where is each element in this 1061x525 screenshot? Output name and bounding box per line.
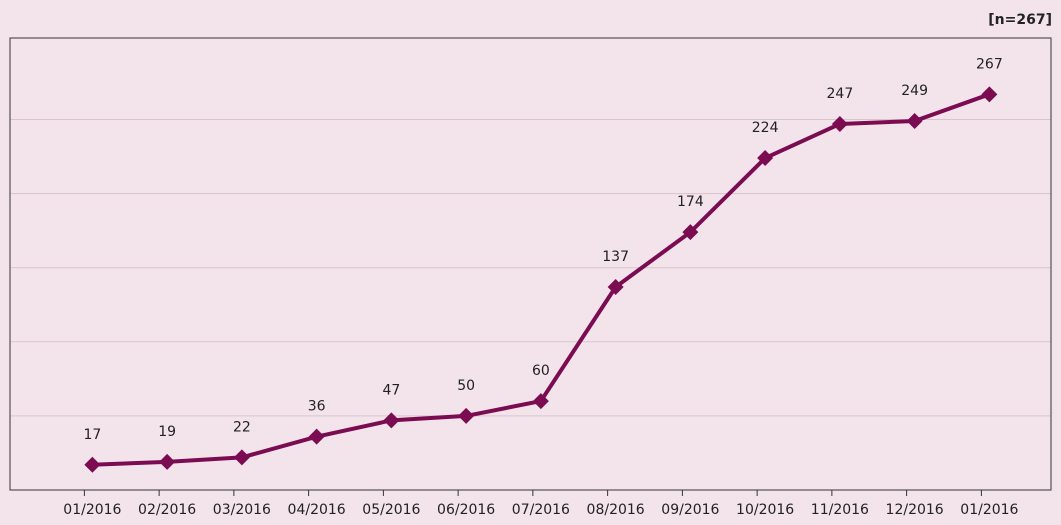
x-tick-label: 11/2016 [811,502,869,518]
x-tick-label: 02/2016 [138,502,196,518]
plot-frame [9,37,1052,491]
x-tick-label: 01/2016 [63,502,121,518]
x-tick-label: 03/2016 [213,502,271,518]
data-label: 36 [308,399,326,415]
marker [532,393,549,410]
data-label: 50 [457,378,475,394]
marker [757,150,774,167]
marker [308,428,325,445]
x-tick-label: 04/2016 [288,502,346,518]
x-tick-label: 12/2016 [886,502,944,518]
x-tick-label: 06/2016 [437,502,495,518]
data-label: 267 [976,56,1003,72]
marker [159,453,176,470]
marker [831,115,848,132]
x-tick-label: 08/2016 [587,502,645,518]
data-label: 19 [158,424,176,440]
marker [906,112,923,129]
marker [682,224,699,241]
x-tick-label: 05/2016 [362,502,420,518]
data-label: 60 [532,363,550,379]
data-label: 17 [83,427,101,443]
marker [84,456,101,473]
marker [607,278,624,295]
data-label: 22 [233,419,251,435]
marker [981,86,998,103]
marker [233,449,250,466]
x-tick-label: 07/2016 [512,502,570,518]
data-label: 224 [752,120,779,136]
data-label: 174 [677,194,704,210]
x-tick-label: 01/2016 [960,502,1018,518]
data-label: 137 [602,249,629,265]
data-label: 47 [382,382,400,398]
data-label: 249 [901,83,928,99]
x-tick-label: 10/2016 [736,502,794,518]
marker [458,407,475,424]
x-tick-label: 09/2016 [661,502,719,518]
annotation: [n=267] [988,12,1052,28]
data-label: 247 [827,86,854,102]
marker [383,412,400,429]
